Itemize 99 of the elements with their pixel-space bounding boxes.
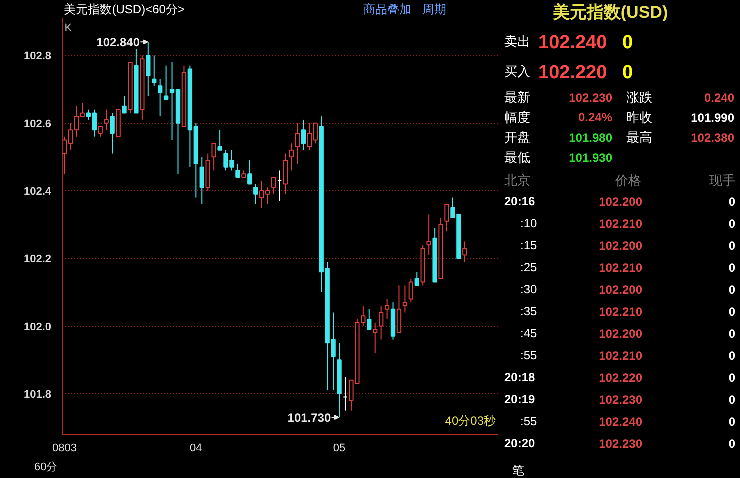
- text: 笔: [512, 464, 524, 478]
- text: 102.230: [569, 91, 613, 105]
- text: 价格: [614, 173, 642, 188]
- text: 102.220: [538, 62, 608, 84]
- text: :55: [520, 414, 538, 428]
- text: 卖出: [504, 34, 530, 49]
- text: :55: [520, 348, 538, 362]
- text: 102.210: [599, 305, 643, 319]
- text: 现手: [710, 173, 736, 188]
- text: 102.200: [599, 239, 643, 253]
- text: 20:19: [504, 392, 536, 406]
- y-tick-label: 102.4: [24, 186, 52, 198]
- candlestick: [110, 112, 115, 154]
- candlestick: [140, 55, 145, 120]
- x-tick-label: 05: [333, 442, 346, 454]
- annotation: K: [64, 22, 73, 35]
- candlestick: [200, 156, 204, 206]
- text: 102.240: [599, 415, 643, 429]
- text: 102.200: [599, 327, 643, 341]
- text: 涨跌: [626, 90, 652, 105]
- text: 0: [728, 283, 736, 297]
- candlestick: [337, 342, 342, 418]
- text: 0: [622, 62, 634, 84]
- x-tick-label: 04: [190, 442, 202, 454]
- text: 0: [728, 195, 736, 209]
- text: 102.240: [538, 32, 608, 54]
- text: 0: [728, 437, 736, 451]
- text: 20:16: [504, 194, 536, 208]
- text: 0: [728, 261, 736, 275]
- text: 北京: [504, 173, 530, 188]
- text: 102.220: [599, 371, 643, 385]
- text: 周期: [422, 2, 447, 16]
- text: 0: [622, 32, 634, 54]
- text: 最低: [504, 150, 530, 165]
- candlestick: [295, 122, 300, 164]
- text: 0.240: [704, 91, 735, 105]
- text: 0: [728, 371, 736, 385]
- text: 102.380: [691, 131, 735, 145]
- text: 0: [728, 239, 736, 253]
- text: 0: [728, 349, 736, 363]
- candlestick: [104, 109, 109, 131]
- text: 美元指数(USD): [552, 3, 668, 22]
- candlestick: [289, 143, 294, 172]
- text: 102.230: [599, 437, 643, 451]
- text: 102.210: [599, 349, 643, 363]
- text: 最新: [504, 90, 530, 105]
- x-tick-label: 0803: [52, 442, 78, 454]
- text: :35: [520, 304, 538, 318]
- candlestick: [301, 119, 306, 151]
- candlestick: [426, 214, 432, 256]
- y-tick-label: 102.6: [24, 118, 52, 130]
- text: 幅度: [504, 110, 530, 125]
- y-tick-label: 102.0: [24, 321, 52, 334]
- text: 102.200: [599, 283, 643, 297]
- candlestick: [372, 322, 378, 354]
- candlestick: [206, 153, 210, 192]
- text: 0: [728, 217, 736, 231]
- candlestick: [283, 153, 288, 195]
- annotation: 40分03秒: [445, 414, 496, 428]
- text: :45: [520, 326, 538, 340]
- text: 101.980: [569, 131, 613, 145]
- text: 买入: [504, 64, 530, 79]
- candlestick: [462, 241, 468, 263]
- text: 商品叠加: [363, 2, 412, 16]
- text: 0: [728, 305, 736, 319]
- text: 102.200: [599, 195, 643, 209]
- x-axis-title: 60分: [34, 462, 58, 474]
- text: :30: [520, 282, 538, 296]
- text: :25: [520, 260, 538, 274]
- candlestick: [254, 184, 258, 206]
- text: 101.930: [569, 151, 613, 165]
- text: 0: [728, 327, 736, 341]
- text: 0: [728, 415, 736, 429]
- text: 102.230: [599, 393, 643, 407]
- candlestick: [146, 42, 151, 97]
- text: 0: [728, 393, 736, 407]
- annotation: 102.840: [96, 36, 140, 50]
- y-tick-label: 102.2: [24, 254, 52, 266]
- text: 开盘: [504, 130, 530, 145]
- text: 102.210: [599, 261, 643, 275]
- annotation: 101.730: [288, 411, 332, 426]
- text: 20:18: [504, 370, 536, 384]
- text: 20:20: [504, 436, 536, 450]
- candlestick: [390, 302, 396, 340]
- text: 最高: [626, 130, 652, 145]
- candlestick: [402, 285, 408, 314]
- text: :10: [520, 216, 538, 230]
- text: 0.24%: [578, 110, 613, 124]
- y-tick-label: 101.8: [24, 388, 52, 401]
- chart-title: 美元指数(USD)<60分>: [64, 2, 185, 16]
- text: 102.210: [599, 217, 643, 231]
- candlestick: [378, 305, 384, 340]
- text: 昨收: [626, 110, 652, 125]
- candlestick: [408, 278, 414, 304]
- y-tick-label: 102.8: [24, 50, 52, 63]
- text: :15: [520, 238, 538, 252]
- candlestick: [384, 298, 390, 320]
- text: 101.990: [691, 111, 735, 125]
- candlestick: [158, 78, 163, 118]
